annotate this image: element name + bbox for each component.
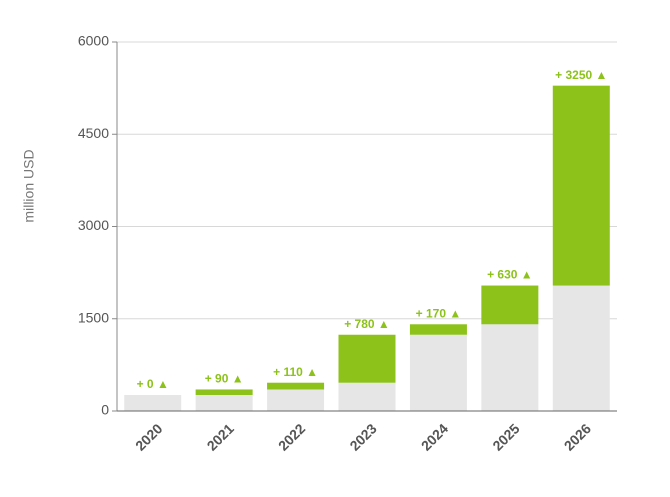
value-label: + 780 ▲ bbox=[344, 317, 390, 331]
y-axis-label: million USD bbox=[21, 149, 37, 222]
x-tick-label: 2021 bbox=[204, 420, 237, 453]
value-label: + 170 ▲ bbox=[416, 306, 462, 320]
bar-segment bbox=[124, 395, 182, 411]
bar-segment bbox=[481, 324, 539, 411]
y-tick-label: 0 bbox=[101, 402, 109, 418]
bar-segment bbox=[409, 324, 467, 335]
bar-segment bbox=[267, 382, 325, 390]
bar-segment bbox=[195, 395, 253, 411]
x-tick-label: 2024 bbox=[418, 420, 451, 453]
x-tick-label: 2025 bbox=[489, 420, 522, 453]
x-tick-label: 2026 bbox=[561, 420, 594, 453]
x-tick-label: 2023 bbox=[346, 420, 379, 453]
bar-segment bbox=[552, 85, 610, 286]
bar-segment bbox=[267, 389, 325, 411]
bar-segment bbox=[195, 389, 253, 396]
y-tick-label: 6000 bbox=[78, 33, 109, 49]
value-label: + 110 ▲ bbox=[273, 365, 318, 379]
x-tick-label: 2022 bbox=[275, 420, 308, 453]
bar-segment bbox=[481, 285, 539, 325]
bar-segment bbox=[552, 285, 610, 411]
bar-segment bbox=[338, 334, 396, 383]
y-tick-label: 1500 bbox=[78, 309, 109, 325]
bar-segment bbox=[338, 382, 396, 411]
bar-segment bbox=[409, 334, 467, 411]
value-label: + 90 ▲ bbox=[205, 372, 244, 386]
x-tick-label: 2020 bbox=[132, 420, 165, 453]
y-tick-label: 4500 bbox=[78, 125, 109, 141]
value-label: + 0 ▲ bbox=[137, 377, 169, 391]
y-tick-label: 3000 bbox=[78, 217, 109, 233]
value-label: + 630 ▲ bbox=[487, 268, 533, 282]
value-label: + 3250 ▲ bbox=[555, 68, 607, 82]
